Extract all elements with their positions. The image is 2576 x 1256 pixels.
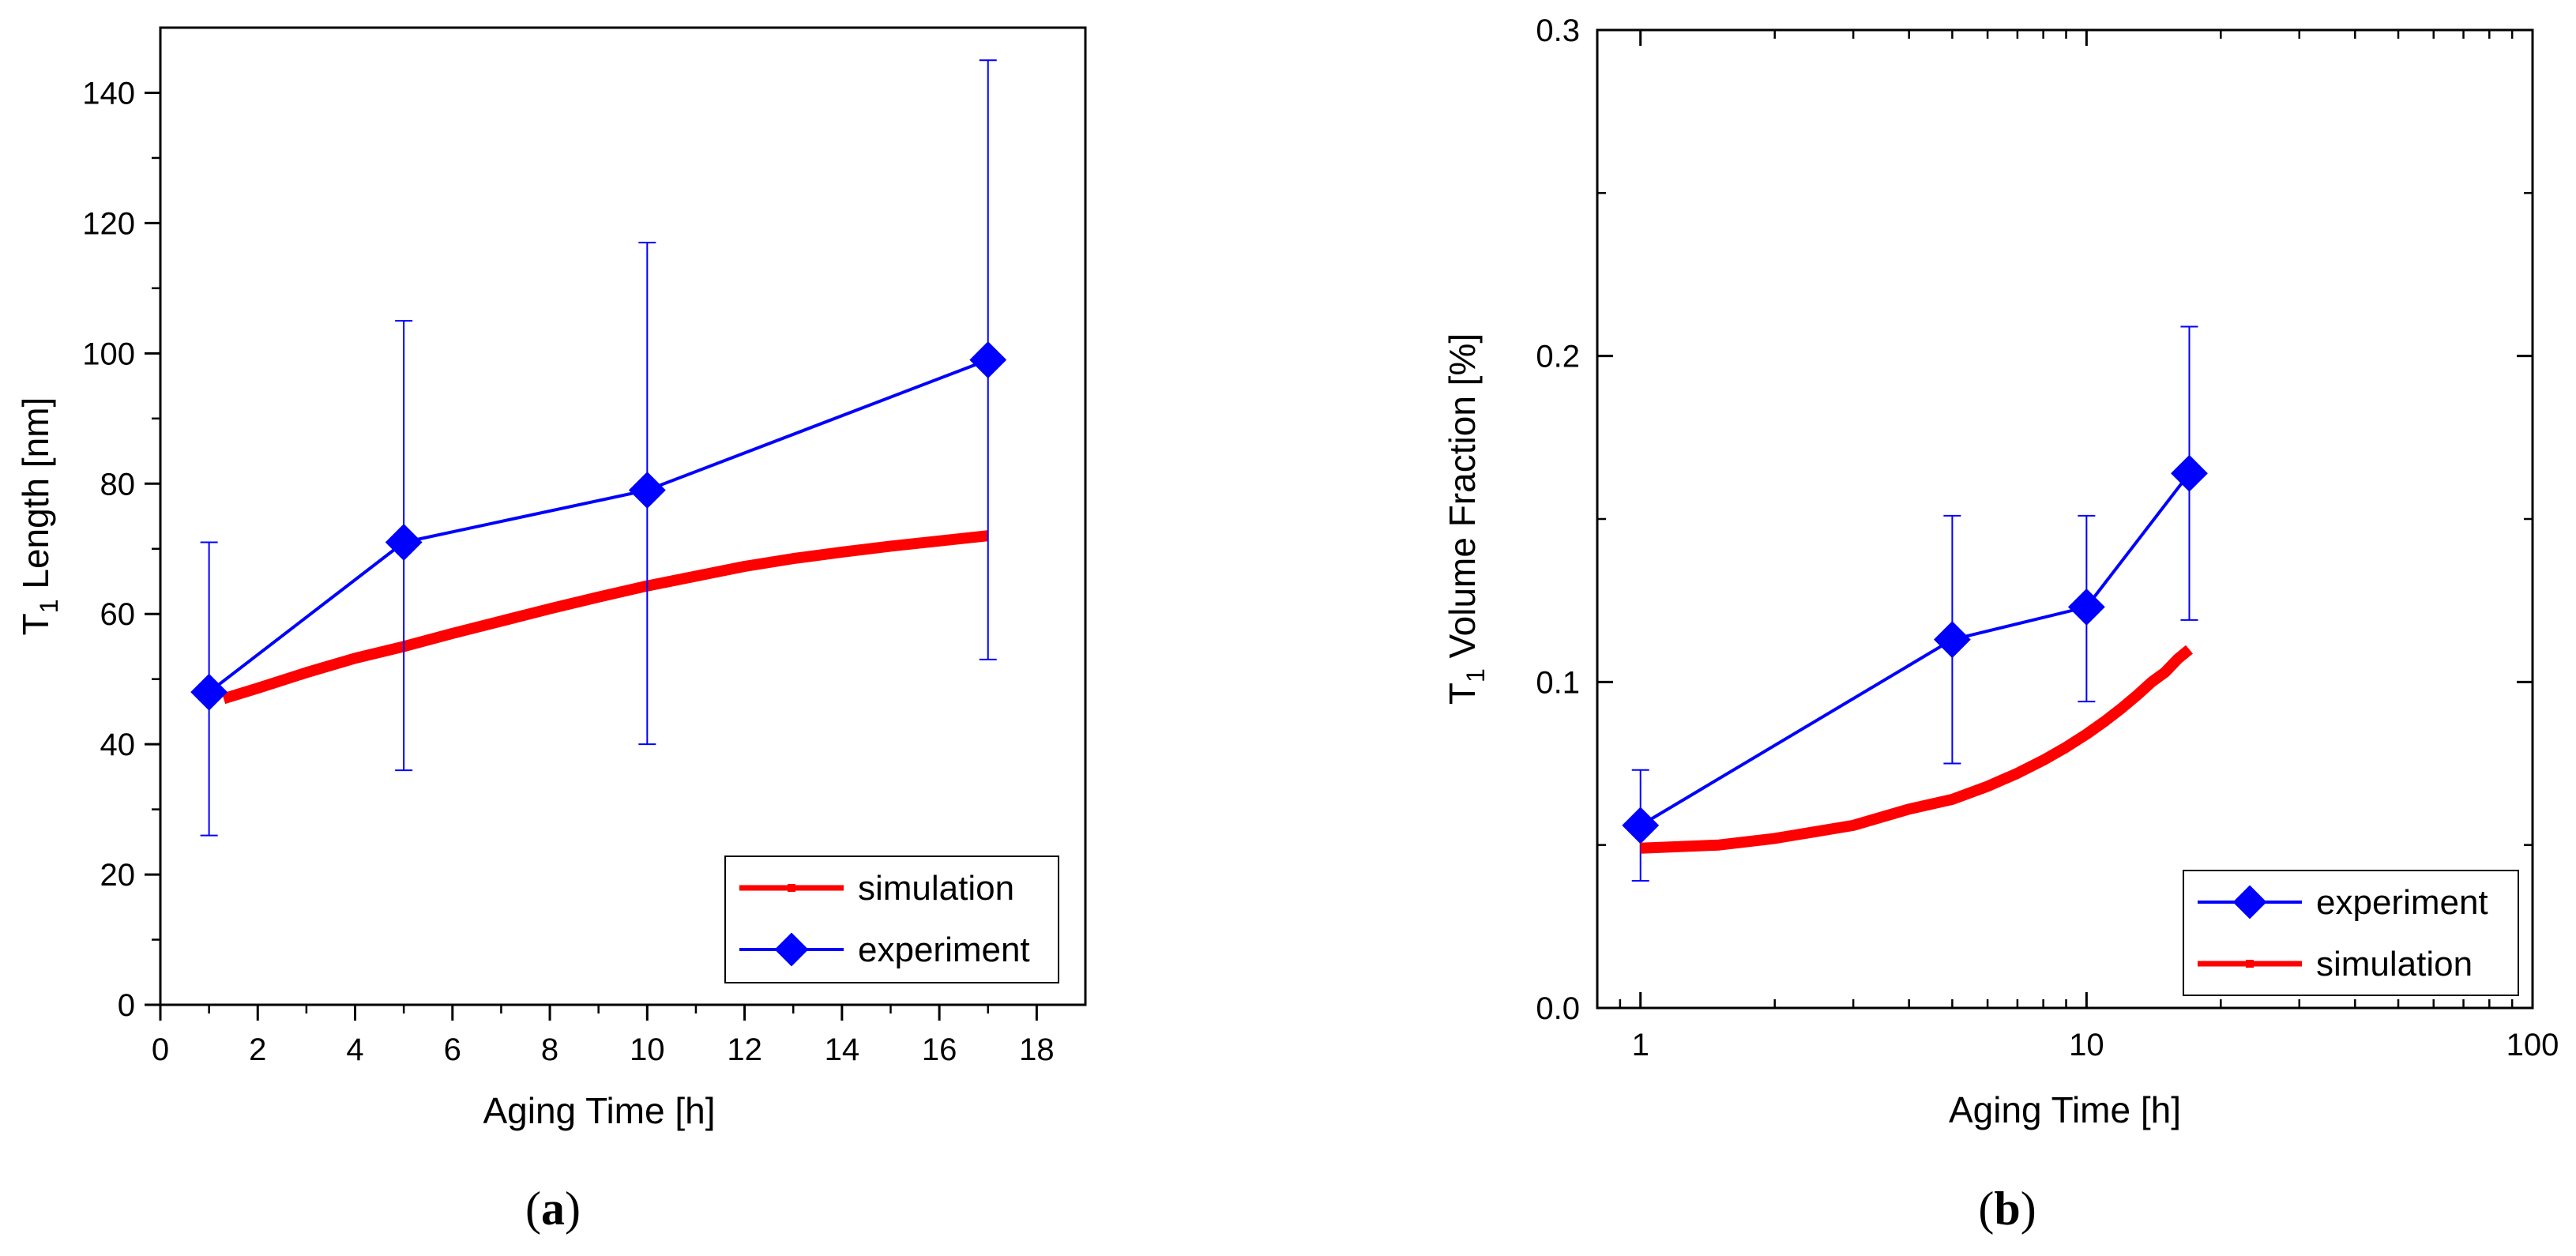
experiment-point (1933, 621, 1971, 659)
y-tick-label: 60 (100, 597, 136, 632)
experiment-point (2171, 454, 2208, 492)
experiment-point (190, 673, 228, 711)
y-tick-label: 0.2 (1536, 340, 1580, 374)
plot-frame (159, 26, 1087, 1006)
legend-marker-experiment (2232, 885, 2267, 919)
y-tick-label: 40 (100, 728, 136, 762)
y-tick-label: 0.0 (1536, 991, 1580, 1026)
panel-label-b: (b) (1978, 1183, 2036, 1235)
x-tick-label: 16 (922, 1032, 957, 1067)
series-experiment (1622, 325, 2208, 882)
x-tick-label: 4 (346, 1032, 363, 1067)
y-tick-label: 100 (82, 337, 135, 371)
y-tick-label: 20 (100, 858, 136, 893)
x-tick-label: 8 (541, 1032, 558, 1067)
y-axis-title-prefix: T (1442, 683, 1483, 705)
series-experiment (190, 59, 1007, 837)
legend-box (724, 856, 1059, 983)
experiment-point (969, 341, 1007, 378)
x-tick-label: 100 (2506, 1028, 2559, 1062)
panel-label-a: (a) (525, 1183, 581, 1235)
legend-marker-experiment (774, 932, 809, 967)
y-axis-title: T1 Volume Fraction [%] (1442, 333, 1490, 705)
x-axis-title: Aging Time [h] (483, 1090, 715, 1131)
y-axis-title-prefix: T (15, 613, 56, 635)
x-tick-label: 2 (249, 1032, 266, 1067)
y-axis-title-suffix: Volume Fraction [%] (1442, 333, 1483, 668)
legend-marker-simulation (2246, 960, 2254, 968)
simulation-line (222, 530, 989, 705)
x-axis-title: Aging Time [h] (1949, 1089, 2181, 1130)
y-tick-label: 0 (118, 988, 135, 1023)
y-axis-title-suffix: Length [nm] (15, 397, 56, 600)
y-tick-label: 120 (82, 206, 135, 241)
x-tick-label: 10 (2069, 1028, 2104, 1062)
chart-panel-a: 0 2 4 6 8 10 12 14 16 18 0 20 40 60 80 100 120 140 Aging T… (15, 26, 1087, 1235)
experiment-point (385, 524, 423, 561)
legend-box (2183, 870, 2519, 996)
series-simulation (222, 530, 989, 705)
y-axis-title-subscript: 1 (1461, 668, 1490, 683)
y-tick-label: 140 (82, 76, 135, 111)
x-tick-label: 12 (727, 1032, 762, 1067)
y-axis-title-subscript: 1 (35, 599, 63, 613)
experiment-point (1622, 807, 1660, 844)
y-tick-label: 0.1 (1536, 665, 1580, 700)
legend-label-simulation: simulation (2316, 945, 2473, 983)
legend-label-experiment: experiment (858, 931, 1030, 969)
experiment-point (628, 472, 666, 509)
y-tick-label: 80 (100, 467, 136, 502)
experiment-line (208, 358, 989, 694)
legend-b: experiment simulation (2183, 870, 2519, 996)
x-tick-label: 1 (1632, 1028, 1649, 1062)
legend-marker-simulation (788, 884, 795, 892)
x-tick-label: 18 (1019, 1032, 1055, 1067)
x-tick-label: 0 (152, 1032, 169, 1067)
experiment-point (2067, 589, 2105, 626)
series-simulation (1640, 645, 2193, 854)
experiment-line (1639, 472, 2191, 827)
y-axis-title: T1 Length [nm] (15, 397, 63, 636)
legend-label-simulation: simulation (858, 869, 1014, 908)
y-tick-label: 0.3 (1536, 13, 1580, 48)
x-tick-label: 6 (444, 1032, 461, 1067)
x-tick-label: 10 (630, 1032, 665, 1067)
simulation-line (1640, 645, 2193, 854)
legend-a: simulation experiment (724, 856, 1059, 983)
x-tick-label: 14 (825, 1032, 860, 1067)
plot-frame (1596, 28, 2534, 1010)
legend-label-experiment: experiment (2316, 883, 2488, 922)
